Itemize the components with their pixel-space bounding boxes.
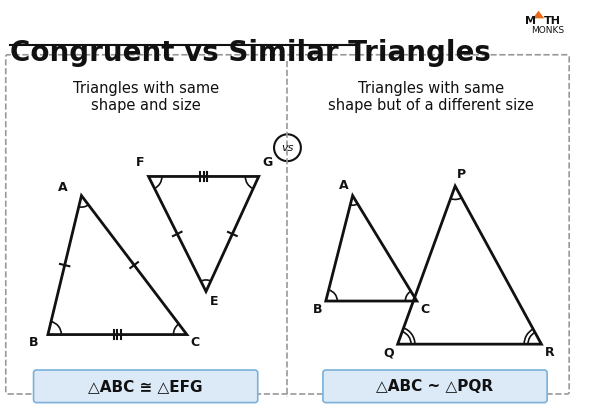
Text: R: R xyxy=(545,346,555,359)
Circle shape xyxy=(274,134,301,161)
Text: △ABC ≅ △EFG: △ABC ≅ △EFG xyxy=(88,379,203,394)
Text: A: A xyxy=(58,181,68,194)
Text: B: B xyxy=(29,336,38,349)
Text: Q: Q xyxy=(383,346,394,359)
FancyBboxPatch shape xyxy=(34,370,258,403)
Text: TH: TH xyxy=(544,16,561,26)
Text: P: P xyxy=(457,168,466,181)
Text: MONKS: MONKS xyxy=(531,26,564,35)
Text: A: A xyxy=(339,179,349,192)
Polygon shape xyxy=(533,10,544,18)
Text: vs: vs xyxy=(281,143,293,153)
FancyBboxPatch shape xyxy=(323,370,547,403)
Text: Triangles with same
shape but of a different size: Triangles with same shape but of a diffe… xyxy=(328,81,534,113)
Text: C: C xyxy=(421,303,430,316)
Text: C: C xyxy=(191,336,200,349)
Text: G: G xyxy=(263,156,273,169)
Text: Triangles with same
shape and size: Triangles with same shape and size xyxy=(73,81,219,113)
Text: F: F xyxy=(136,156,145,169)
Text: M: M xyxy=(525,16,536,26)
Text: Congruent vs Similar Triangles: Congruent vs Similar Triangles xyxy=(10,39,490,68)
Text: △ABC ~ △PQR: △ABC ~ △PQR xyxy=(376,379,494,394)
Text: B: B xyxy=(313,303,322,316)
Text: E: E xyxy=(210,295,218,308)
